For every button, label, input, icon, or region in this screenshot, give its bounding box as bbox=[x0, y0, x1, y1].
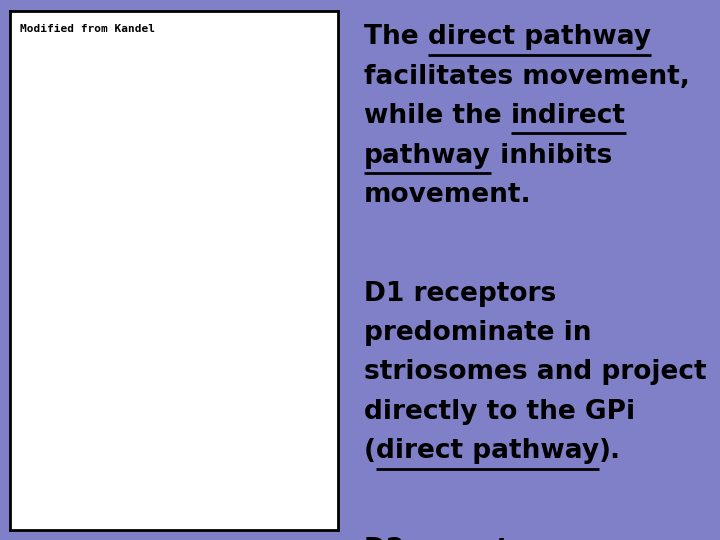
Text: pathway: pathway bbox=[364, 143, 491, 168]
Text: direct pathway: direct pathway bbox=[376, 438, 599, 464]
Text: The: The bbox=[364, 24, 428, 50]
Text: facilitates movement,: facilitates movement, bbox=[364, 64, 690, 90]
Text: D2 receptors: D2 receptors bbox=[364, 537, 556, 540]
Text: Modified from Kandel: Modified from Kandel bbox=[20, 24, 155, 34]
Text: indirect: indirect bbox=[510, 103, 626, 129]
Text: striosomes and project: striosomes and project bbox=[364, 359, 706, 386]
Text: inhibits: inhibits bbox=[491, 143, 612, 168]
Text: while the: while the bbox=[364, 103, 510, 129]
Text: direct pathway: direct pathway bbox=[428, 24, 651, 50]
Text: ).: ). bbox=[599, 438, 621, 464]
Text: movement.: movement. bbox=[364, 182, 531, 208]
Text: directly to the GPi: directly to the GPi bbox=[364, 399, 635, 425]
Text: (: ( bbox=[364, 438, 376, 464]
Text: D1 receptors: D1 receptors bbox=[364, 280, 556, 307]
Text: predominate in: predominate in bbox=[364, 320, 591, 346]
